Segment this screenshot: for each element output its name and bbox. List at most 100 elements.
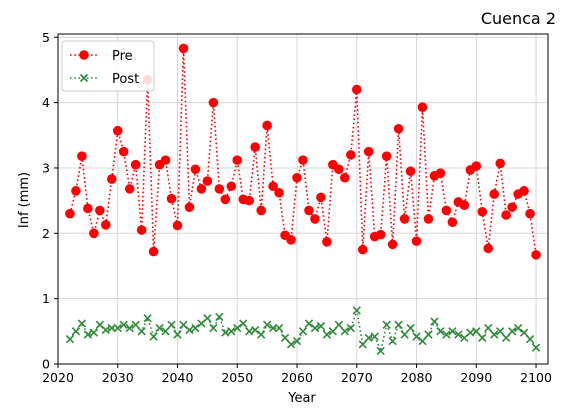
data-point-pre — [375, 229, 386, 240]
x-tick-label: 2080 — [401, 370, 433, 385]
data-point-pre — [435, 168, 446, 178]
y-tick-label: 1 — [42, 291, 50, 306]
data-point-post — [364, 333, 373, 343]
x-tick-label: 2060 — [281, 370, 313, 385]
data-point-post — [286, 340, 296, 349]
data-point-post — [203, 314, 212, 323]
x-tick-label: 2050 — [221, 370, 253, 385]
data-point-post — [340, 327, 349, 336]
data-point-pre — [268, 181, 278, 192]
data-point-post — [490, 330, 499, 339]
data-point-post — [412, 332, 421, 341]
data-point-pre — [208, 97, 219, 108]
data-point-pre — [292, 172, 302, 183]
data-point-pre — [423, 214, 434, 224]
data-point-post — [513, 323, 523, 333]
data-point-pre — [298, 155, 308, 165]
data-point-post — [209, 323, 218, 333]
data-point-post — [322, 330, 332, 339]
data-point-pre — [340, 172, 350, 183]
data-point-pre — [346, 150, 356, 160]
series-layer — [65, 43, 541, 356]
data-point-post — [101, 325, 110, 335]
data-point-post — [328, 327, 338, 336]
data-point-pre — [226, 181, 237, 192]
data-point-pre — [447, 217, 458, 227]
data-point-pre — [489, 189, 500, 199]
data-point-post — [388, 336, 397, 346]
data-point-post — [346, 323, 355, 333]
data-point-pre — [393, 123, 404, 134]
x-tick-label: 2090 — [460, 370, 492, 385]
legend-entry-post: Post — [70, 72, 139, 87]
legend-entry-pre: Pre — [70, 49, 133, 64]
x-tick-label: 2030 — [102, 370, 134, 385]
data-point-pre — [310, 214, 320, 224]
data-point-pre — [244, 195, 255, 206]
legend: Pre Post — [61, 40, 155, 92]
data-point-post — [113, 323, 122, 333]
data-point-pre — [83, 203, 93, 214]
data-point-post — [316, 321, 326, 331]
data-point-post — [507, 327, 517, 336]
data-point-post — [502, 333, 511, 343]
axis-ticks: 2020 2030 2040 2050 2060 2070 2080 2090 2100 0 1 2 3… — [42, 30, 552, 385]
data-point-pre — [190, 164, 201, 175]
data-point-post — [274, 323, 284, 333]
data-point-post — [83, 330, 93, 339]
data-point-post — [149, 332, 158, 341]
data-point-pre — [351, 84, 362, 95]
data-point-pre — [399, 214, 410, 224]
data-point-pre — [316, 192, 326, 203]
legend-label-post: Post — [112, 72, 139, 87]
data-point-post — [298, 327, 308, 336]
x-tick-label: 2070 — [341, 370, 373, 385]
data-point-post — [448, 327, 457, 336]
data-point-post — [251, 325, 260, 335]
data-point-pre — [501, 210, 511, 220]
data-point-post — [239, 319, 248, 328]
data-point-post — [77, 319, 87, 328]
y-tick-label: 2 — [42, 226, 50, 241]
data-point-pre — [196, 184, 207, 194]
data-point-post — [519, 328, 529, 337]
x-tick-label: 2040 — [162, 370, 194, 385]
data-point-pre — [166, 193, 177, 204]
data-point-post — [161, 327, 170, 336]
data-point-pre — [519, 186, 529, 196]
data-point-post — [370, 332, 379, 341]
data-point-post — [436, 327, 445, 336]
data-point-pre — [118, 146, 129, 157]
data-point-pre — [178, 43, 189, 54]
data-point-pre — [441, 205, 452, 216]
data-point-pre — [363, 146, 374, 157]
data-point-pre — [304, 205, 314, 216]
data-point-pre — [106, 174, 117, 184]
chart-title: Cuenca 2 — [481, 9, 556, 28]
data-point-post — [221, 328, 230, 337]
data-point-post — [155, 323, 164, 333]
data-point-post — [496, 327, 505, 336]
data-point-pre — [130, 159, 141, 170]
y-tick-label: 5 — [42, 30, 50, 45]
data-point-post — [358, 340, 367, 349]
data-point-post — [245, 327, 254, 336]
data-point-pre — [71, 186, 81, 196]
data-point-pre — [184, 202, 195, 212]
data-point-post — [227, 327, 236, 336]
data-point-post — [310, 323, 320, 333]
data-point-pre — [495, 158, 505, 169]
data-point-pre — [477, 206, 488, 217]
data-point-post — [143, 314, 152, 323]
data-point-pre — [357, 244, 368, 255]
data-point-post — [352, 306, 361, 315]
data-point-pre — [286, 235, 296, 245]
data-point-post — [531, 343, 541, 352]
data-point-post — [215, 312, 224, 322]
data-point-post — [107, 323, 116, 333]
data-point-pre — [417, 102, 428, 112]
data-point-pre — [220, 194, 231, 205]
data-point-pre — [250, 142, 260, 152]
data-point-post — [173, 330, 182, 339]
data-point-post — [525, 335, 535, 344]
